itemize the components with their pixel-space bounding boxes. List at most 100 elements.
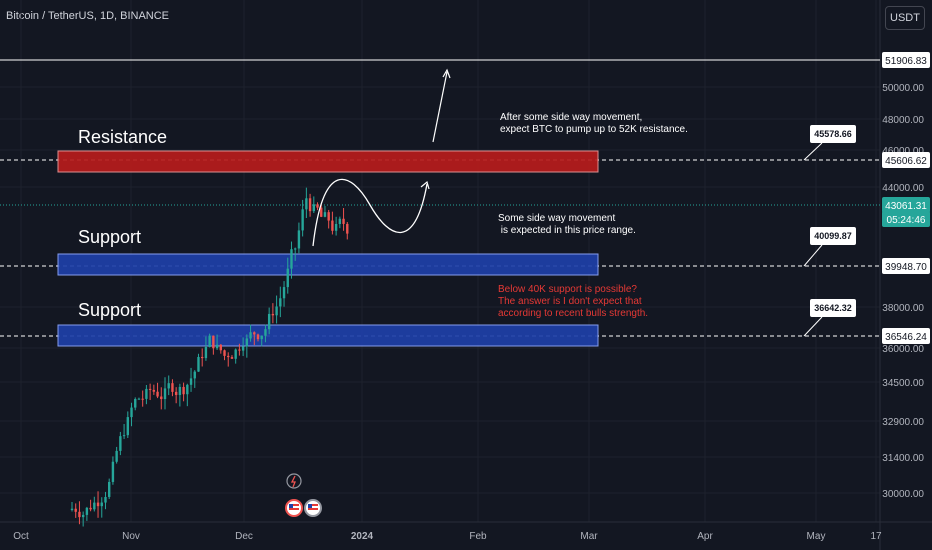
candle-body [93, 502, 96, 510]
candle-body [249, 332, 252, 339]
candle-body [163, 388, 167, 400]
x-tick-label: 17 [870, 531, 882, 542]
candle-body [148, 388, 152, 390]
x-tick-label: Feb [469, 531, 487, 542]
us-flag-icon-2[interactable] [304, 499, 322, 517]
callout-support-2[interactable]: 36642.32 [803, 299, 856, 337]
candle-body [338, 218, 342, 225]
candle-body [323, 212, 327, 217]
price-label-text: 43061.31 [885, 201, 927, 212]
y-tick-label: 34500.00 [882, 378, 924, 389]
callout-resistance-value: 45578.66 [814, 129, 852, 139]
x-tick-label: Mar [580, 531, 598, 542]
x-tick-label: Dec [235, 531, 253, 542]
candle-body [189, 378, 193, 385]
price-label-text: 45606.62 [885, 156, 927, 167]
price-label-text: 05:24:46 [887, 215, 926, 226]
candle-body [256, 334, 260, 340]
us-flag-icon[interactable] [285, 499, 303, 517]
callout-resistance[interactable]: 45578.66 [803, 125, 856, 161]
candle-body [301, 209, 304, 231]
candle-body [294, 248, 297, 250]
candle-body [282, 287, 286, 299]
note-red-line-2: The answer is I don't expect that [498, 296, 642, 307]
zone-label-resistance: Resistance [78, 127, 167, 147]
candle-body [204, 346, 208, 359]
candle-body [78, 511, 81, 518]
y-tick-label: 38000.00 [882, 303, 924, 314]
candle-body [245, 338, 249, 347]
candle-body [126, 417, 129, 436]
candle-body [141, 398, 144, 400]
price-labels: 51906.83 45606.62 43061.31 05:24:46 39948.70… [882, 52, 930, 344]
candle-body [152, 389, 156, 392]
candle-body [85, 507, 89, 515]
candle-body [108, 481, 111, 497]
candle-body [145, 388, 148, 399]
support-zone-1[interactable] [57, 253, 599, 276]
candle-body [171, 383, 174, 392]
candle-body [70, 508, 74, 511]
candle-body [290, 249, 293, 269]
candle-body [186, 384, 189, 395]
pump-arrow[interactable] [432, 71, 448, 143]
y-tick-label: 31400.00 [882, 453, 924, 464]
candle-body [286, 268, 289, 288]
candle-body [174, 391, 178, 395]
callout-support-1[interactable]: 40099.87 [803, 227, 856, 267]
x-tick-label: Nov [122, 531, 140, 542]
y-tick-label: 30000.00 [882, 489, 924, 500]
callout-support-2-value: 36642.32 [814, 303, 852, 313]
lightning-icon[interactable] [286, 473, 302, 489]
candle-body [130, 407, 133, 418]
candle-body [215, 344, 219, 349]
price-label-text: 36546.24 [885, 332, 927, 343]
y-tick-label: 36000.00 [882, 344, 924, 355]
currency-button[interactable]: USDT [885, 6, 925, 30]
x-axis: Oct Nov Dec 2024 Feb Mar Apr May 17 [13, 531, 882, 542]
price-label: 36546.24 [882, 328, 930, 344]
price-label: 51906.83 [882, 52, 930, 68]
candle-body [111, 461, 115, 482]
candle-body [96, 502, 100, 507]
candle-body [331, 220, 334, 231]
candle-body [234, 349, 237, 359]
y-tick-label: 32900.00 [882, 417, 924, 428]
candle-body [201, 356, 204, 359]
pump-arrowhead [442, 68, 451, 79]
candle-body [223, 350, 226, 356]
candle-body [305, 198, 308, 210]
candle-body [308, 198, 312, 212]
price-label-text: 51906.83 [885, 56, 927, 67]
candle-body [74, 508, 77, 512]
resistance-zone[interactable] [57, 150, 599, 173]
candle-body [193, 371, 196, 379]
candle-body [115, 450, 118, 462]
candle-body [241, 346, 245, 351]
candle-body [167, 383, 170, 389]
candles [70, 187, 349, 527]
note-middle-line-2: is expected in this price range. [498, 225, 636, 236]
candle-body [230, 357, 234, 359]
candle-body [104, 496, 107, 503]
note-top-line-2: expect BTC to pump up to 52K resistance. [500, 124, 688, 135]
candle-body [81, 514, 85, 518]
support-zone-2[interactable] [57, 324, 599, 347]
candle-body [316, 204, 319, 208]
y-tick-label: 50000.00 [882, 83, 924, 94]
candle-body [160, 396, 163, 400]
candle-body [320, 207, 323, 217]
candle-body [327, 212, 330, 221]
y-tick-label: 44000.00 [882, 183, 924, 194]
candle-body [156, 391, 159, 397]
candle-body [219, 344, 222, 351]
candle-body [264, 329, 267, 336]
candle-body [137, 398, 141, 400]
zone-label-support-2: Support [78, 300, 141, 320]
grid [0, 0, 880, 522]
candle-body [271, 313, 275, 316]
price-label: 43061.31 [882, 197, 930, 213]
price-label: 39948.70 [882, 258, 930, 274]
projection-wave[interactable] [312, 178, 428, 247]
